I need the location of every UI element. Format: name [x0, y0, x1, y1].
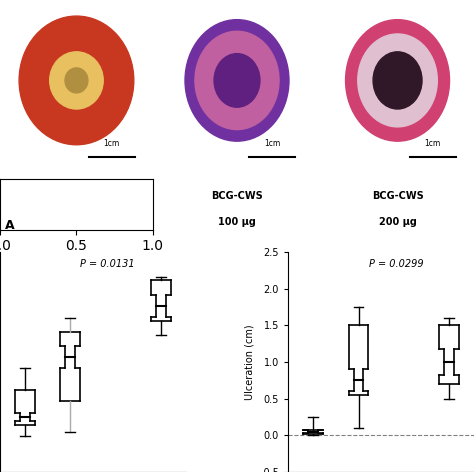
- Text: P = 0.0299: P = 0.0299: [369, 259, 423, 269]
- Text: A: A: [5, 219, 14, 233]
- Ellipse shape: [50, 52, 103, 109]
- Text: 1cm: 1cm: [103, 139, 120, 148]
- Text: 1cm: 1cm: [264, 139, 280, 148]
- Ellipse shape: [195, 31, 279, 129]
- Ellipse shape: [65, 68, 88, 93]
- Text: BCG-CWS: BCG-CWS: [211, 192, 263, 202]
- Ellipse shape: [346, 20, 449, 141]
- Text: P = 0.0131: P = 0.0131: [81, 259, 135, 269]
- Ellipse shape: [185, 20, 289, 141]
- Ellipse shape: [358, 34, 438, 127]
- Text: 50 μg: 50 μg: [61, 217, 92, 227]
- Ellipse shape: [19, 16, 134, 145]
- Text: BCG-CWS: BCG-CWS: [51, 192, 102, 202]
- Text: 100 μg: 100 μg: [218, 217, 256, 227]
- Text: 1cm: 1cm: [425, 139, 441, 148]
- Y-axis label: Ulceration (cm): Ulceration (cm): [245, 324, 255, 400]
- Text: 200 μg: 200 μg: [379, 217, 417, 227]
- Ellipse shape: [214, 54, 260, 107]
- Text: BCG-CWS: BCG-CWS: [372, 192, 423, 202]
- Ellipse shape: [373, 52, 422, 109]
